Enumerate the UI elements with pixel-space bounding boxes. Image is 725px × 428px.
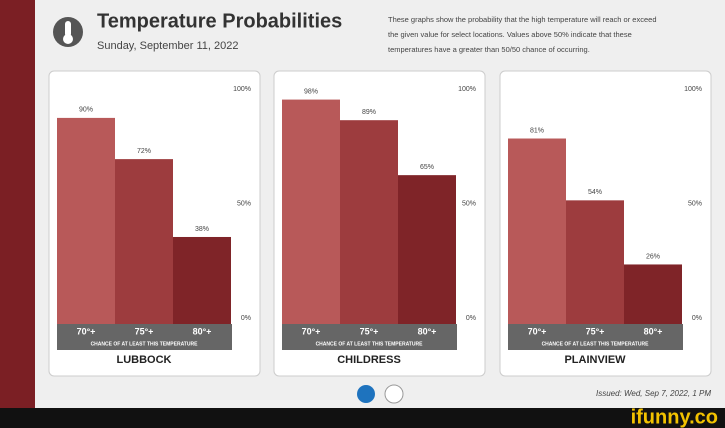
date: Sunday, September 11, 2022 [97,40,238,52]
bar [508,138,566,324]
x-axis-label: CHANCE OF AT LEAST THIS TEMPERATURE [91,341,199,347]
bar [624,264,682,324]
value-label: 54% [588,189,602,196]
bar [173,236,231,324]
x-axis-label: CHANCE OF AT LEAST THIS TEMPERATURE [542,341,650,347]
bar [115,159,173,324]
description: temperatures have a greater than 50/50 c… [388,45,590,54]
x-axis-label: CHANCE OF AT LEAST THIS TEMPERATURE [316,341,424,347]
category-strip [282,324,457,350]
x-tick-label: 75°+ [360,326,379,336]
value-label: 38% [195,226,209,233]
chart-title: PLAINVIEW [564,354,626,366]
y-tick-label: 0% [241,315,251,322]
value-label: 72% [137,148,151,155]
bar [57,117,115,325]
description: These graphs show the probability that t… [388,15,656,24]
value-label: 89% [362,109,376,116]
value-label: 98% [304,88,318,95]
noaa-logo [357,385,375,403]
x-tick-label: 75°+ [586,326,605,336]
y-tick-label: 100% [233,86,251,93]
bar [398,175,456,324]
bar [282,99,340,324]
bar [340,120,398,324]
issued: Issued: Wed, Sep 7, 2022, 1 PM [596,389,711,398]
x-tick-label: 80°+ [418,326,437,336]
x-tick-label: 80°+ [193,326,212,336]
value-label: 65% [420,164,434,171]
title: Temperature Probabilities [97,10,342,32]
x-tick-label: 75°+ [135,326,154,336]
value-label: 26% [646,253,660,260]
chart-title: LUBBOCK [117,354,172,366]
footer-band [0,408,725,428]
chart-title: CHILDRESS [337,354,401,366]
y-tick-label: 0% [692,315,702,322]
nws-logo [384,384,404,404]
y-tick-label: 50% [462,200,476,207]
watermark: ifunny.co [631,406,718,428]
value-label: 90% [79,107,93,114]
x-tick-label: 70°+ [302,326,321,336]
y-tick-label: 50% [688,200,702,207]
x-tick-label: 70°+ [528,326,547,336]
thermometer-tube [65,21,71,37]
x-tick-label: 80°+ [644,326,663,336]
thermometer-bulb [63,34,73,44]
y-tick-label: 100% [458,86,476,93]
side-stripe [0,0,35,408]
category-strip [508,324,683,350]
y-tick-label: 100% [684,86,702,93]
description: the given value for select locations. Va… [388,30,632,39]
category-strip [57,324,232,350]
x-tick-label: 70°+ [77,326,96,336]
bar [566,200,624,324]
y-tick-label: 50% [237,200,251,207]
y-tick-label: 0% [466,315,476,322]
value-label: 81% [530,127,544,134]
